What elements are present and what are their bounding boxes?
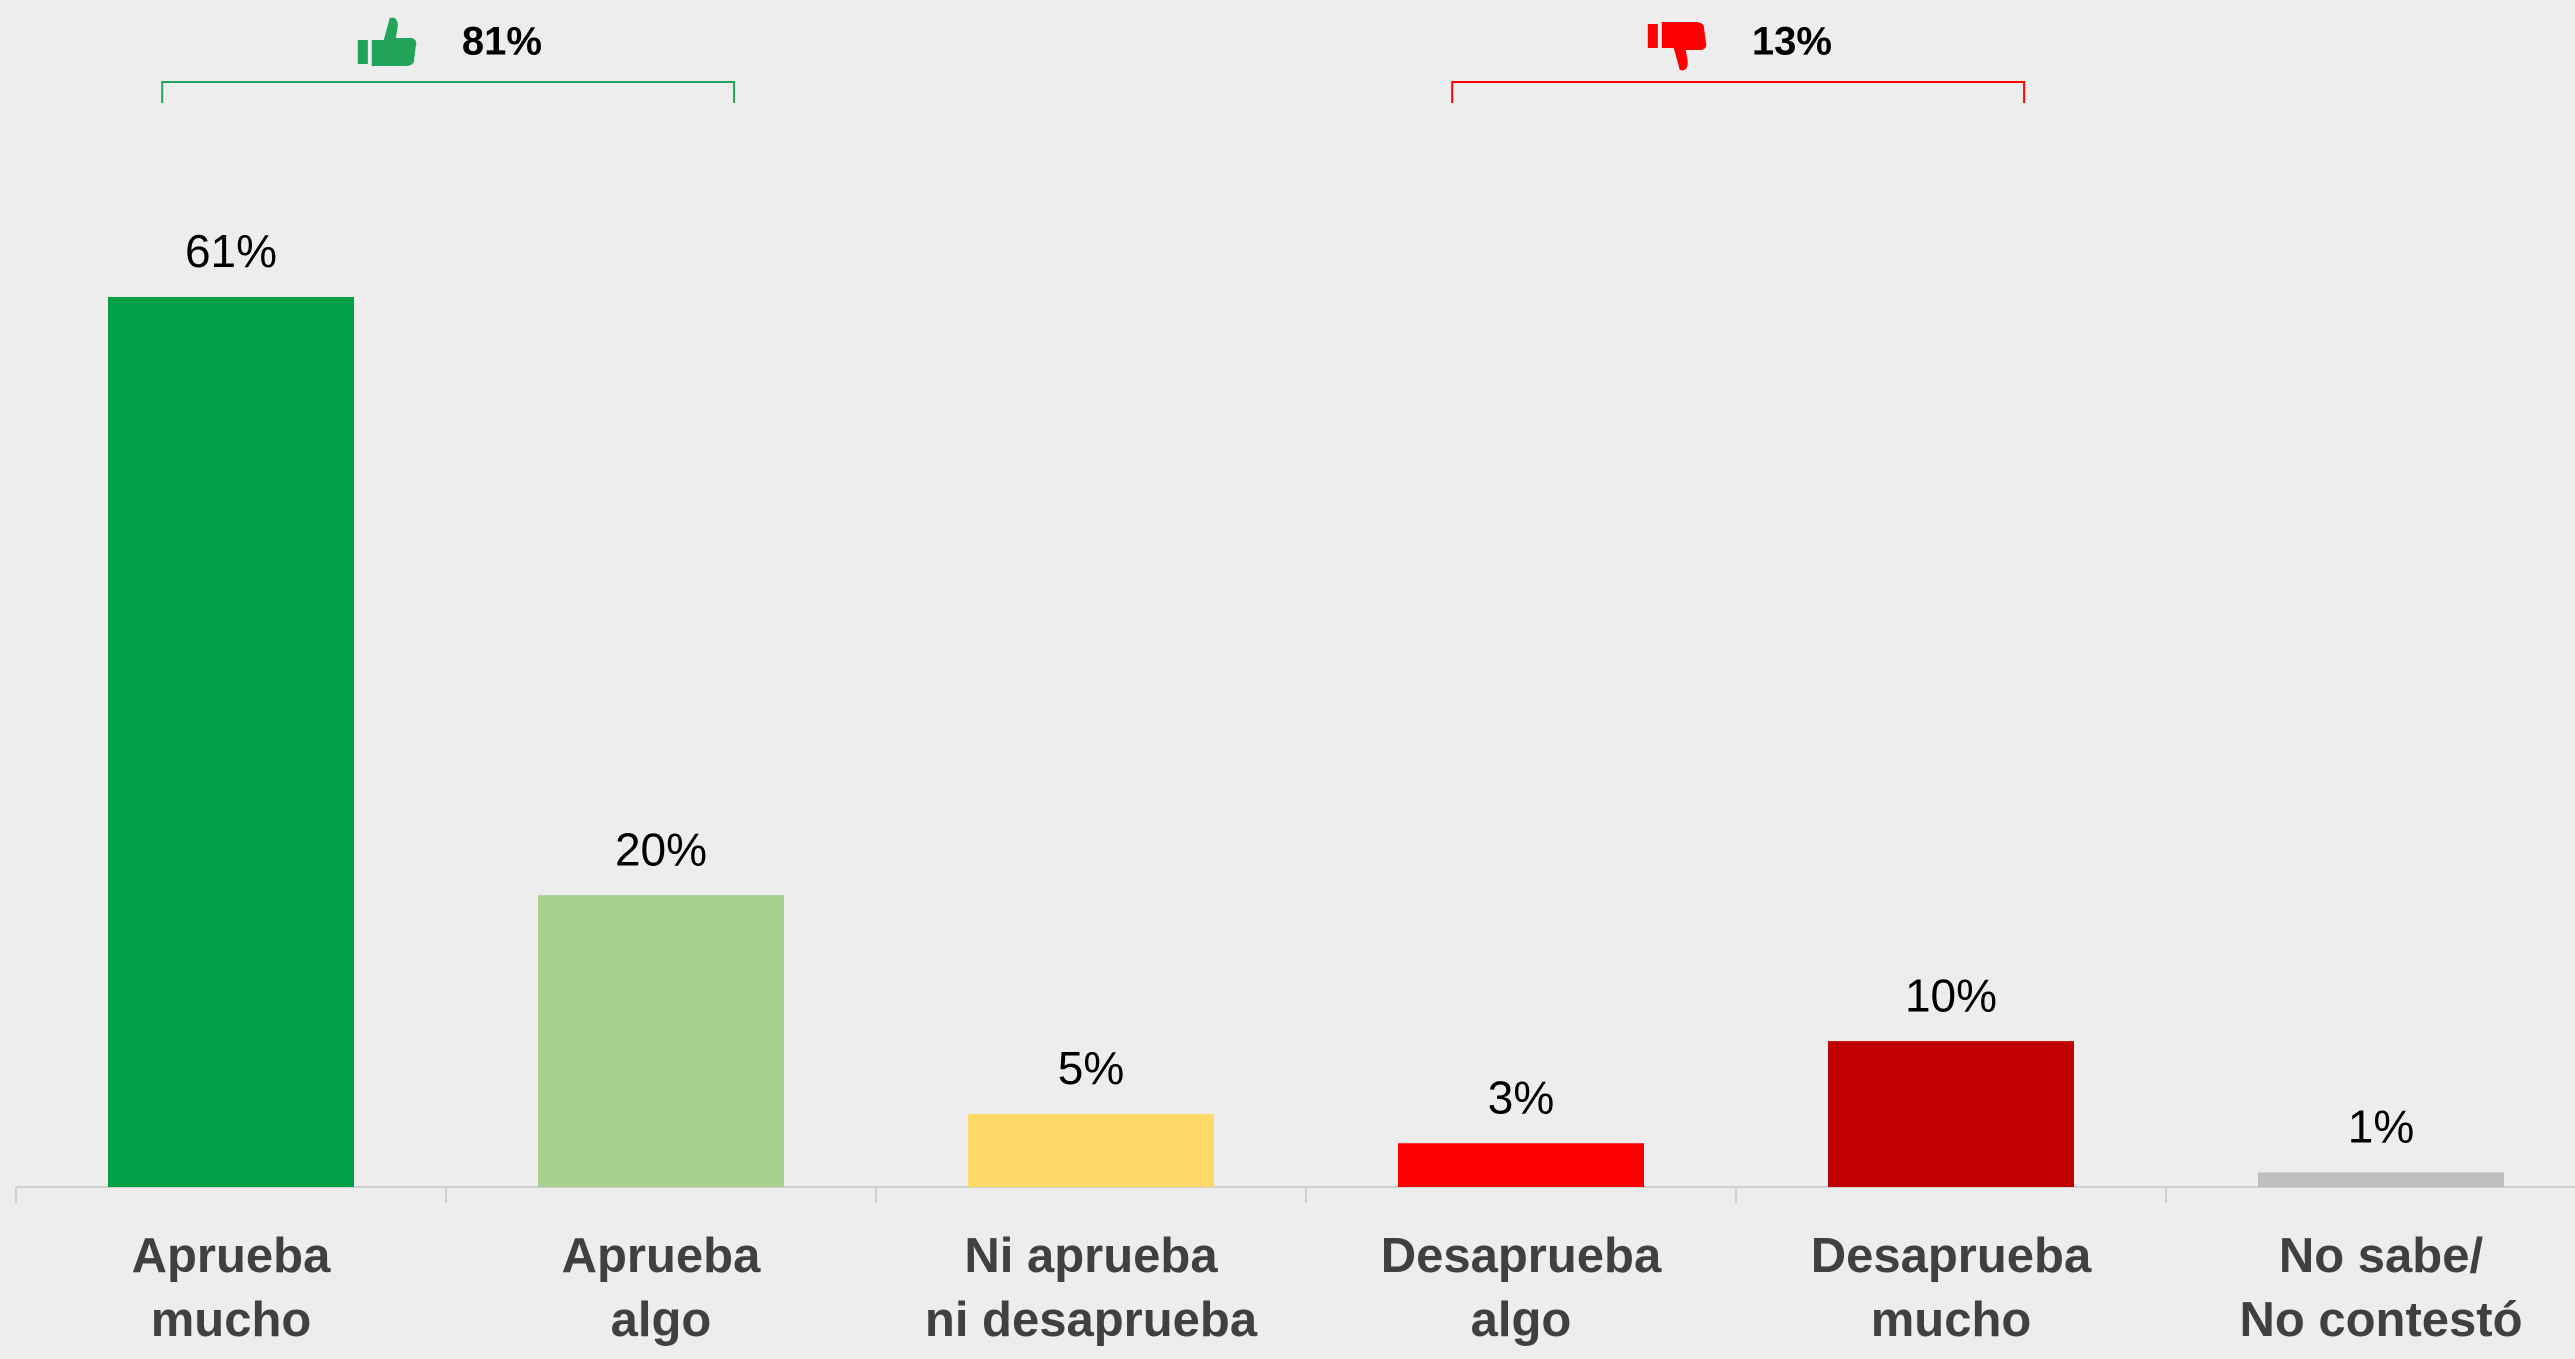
- bracket: [1451, 81, 2026, 103]
- bar: [1398, 1143, 1644, 1187]
- icon-hand: [1661, 21, 1707, 71]
- group-total: 81%: [462, 20, 542, 64]
- bar: [2258, 1172, 2504, 1187]
- x-tick-label: Desaprueba: [1811, 1229, 2092, 1283]
- x-tick-label: Aprueba: [132, 1229, 332, 1283]
- x-tick-label: mucho: [151, 1293, 312, 1347]
- group-total: 13%: [1752, 20, 1832, 64]
- x-tick-label: No contestó: [2239, 1293, 2522, 1347]
- x-tick-label: Aprueba: [562, 1229, 762, 1283]
- icon-hand: [371, 17, 417, 67]
- x-tick-label: ni desaprueba: [925, 1293, 1258, 1347]
- value-label: 20%: [615, 823, 707, 875]
- bar: [108, 297, 354, 1187]
- bracket: [161, 81, 736, 103]
- bar: [1828, 1041, 2074, 1187]
- value-label: 10%: [1905, 969, 1997, 1021]
- value-label: 61%: [185, 225, 277, 277]
- x-tick-label: Ni aprueba: [964, 1229, 1218, 1283]
- x-tick-label: Desaprueba: [1381, 1229, 1662, 1283]
- x-tick-label: No sabe/: [2279, 1229, 2484, 1283]
- thumbs-up-icon: [357, 17, 417, 67]
- icon-cuff: [357, 40, 368, 64]
- x-tick-label: mucho: [1871, 1293, 2032, 1347]
- icon-cuff: [1647, 24, 1658, 48]
- bar: [968, 1114, 1214, 1187]
- value-label: 3%: [1488, 1071, 1554, 1123]
- x-tick-label: algo: [611, 1293, 712, 1347]
- value-label: 5%: [1058, 1042, 1124, 1094]
- x-tick-label: algo: [1471, 1293, 1572, 1347]
- bar: [538, 895, 784, 1187]
- value-label: 1%: [2348, 1101, 2414, 1153]
- thumbs-down-icon: [1647, 21, 1707, 71]
